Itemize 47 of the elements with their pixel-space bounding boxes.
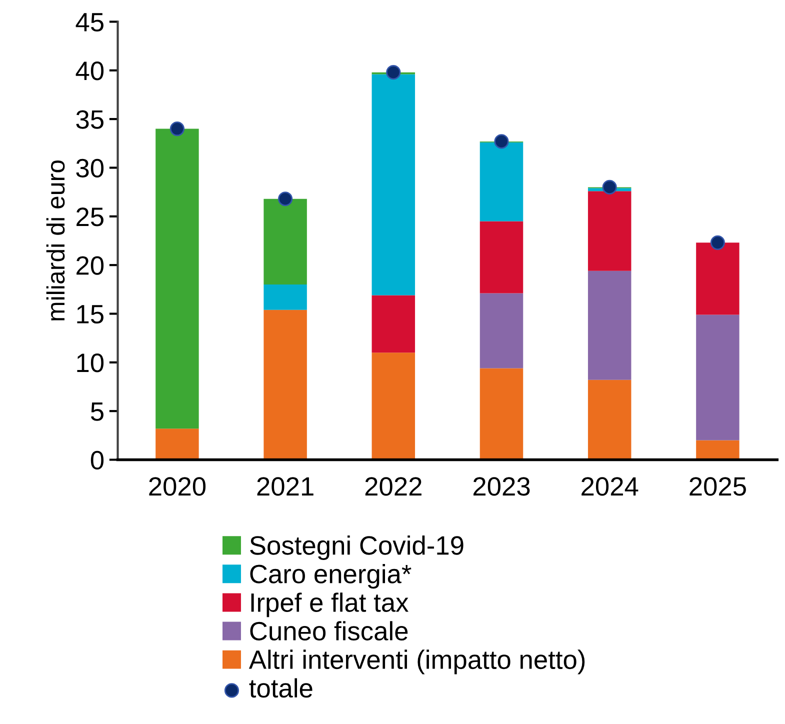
y-tick-label: 35 <box>76 110 104 129</box>
legend-label: Altri interventi (impatto netto) <box>248 650 585 674</box>
bar <box>588 380 632 460</box>
y-tick-label: 30 <box>76 158 104 178</box>
legend-label: Sostegni Covid-19 <box>250 535 464 560</box>
x-tick-label: 2020 <box>149 477 206 496</box>
point <box>278 192 293 206</box>
bar <box>480 142 524 222</box>
legend-label: totale <box>249 678 312 698</box>
x-tick-label: 2022 <box>365 477 422 496</box>
y-tick-label: 0 <box>90 450 104 470</box>
bar <box>588 270 632 380</box>
x-tick-label: 2024 <box>582 477 638 496</box>
point <box>170 122 184 136</box>
y-tick-label: 45 <box>76 13 104 32</box>
bar <box>264 310 307 460</box>
bar <box>156 128 199 429</box>
y-tick-label: 20 <box>76 256 104 275</box>
bar <box>480 221 524 294</box>
point <box>602 180 617 194</box>
x-tick-label: 2025 <box>690 477 746 496</box>
y-tick-label: 25 <box>76 208 104 226</box>
legend-label: Cuneo fiscale <box>250 621 408 641</box>
bar <box>372 352 416 460</box>
bar <box>588 191 632 271</box>
bar <box>156 428 199 460</box>
bar <box>696 242 740 315</box>
point <box>386 65 401 80</box>
bar <box>372 74 416 296</box>
x-tick-label: 2021 <box>257 477 314 496</box>
legend-label: Caro energia* <box>250 564 412 589</box>
point <box>710 235 725 250</box>
bar <box>372 295 416 353</box>
y-tick-label: 40 <box>76 62 104 80</box>
y-tick-label: 5 <box>90 402 104 421</box>
y-axis-title: miliardi di euro <box>46 160 65 320</box>
bar <box>696 314 740 440</box>
y-tick-label: 10 <box>77 354 104 372</box>
bar <box>264 198 307 285</box>
y-tick-label: 15 <box>77 305 104 324</box>
bar <box>480 293 524 368</box>
legend-label: Irpef e flat tax <box>251 592 408 618</box>
bar <box>264 284 307 310</box>
bar <box>480 368 524 460</box>
x-tick-label: 2023 <box>473 477 530 496</box>
point <box>494 134 509 149</box>
bar <box>696 440 740 460</box>
